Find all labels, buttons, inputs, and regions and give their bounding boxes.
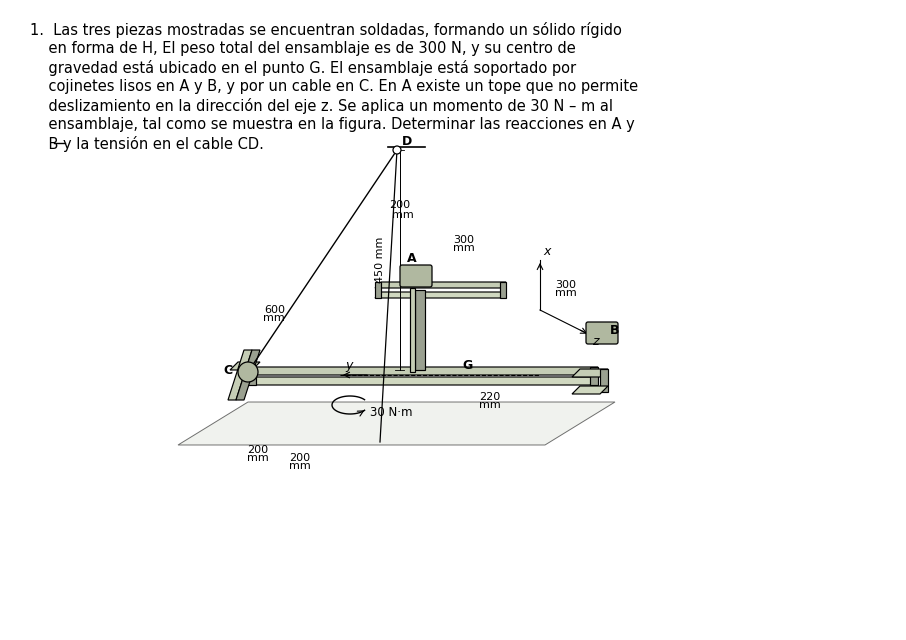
Text: 450 mm: 450 mm — [375, 237, 385, 283]
Text: A: A — [407, 252, 417, 265]
Polygon shape — [248, 367, 256, 385]
Polygon shape — [600, 369, 608, 392]
Text: mm: mm — [555, 288, 577, 298]
Text: en forma de H, El peso total del ensamblaje es de 300 N, y su centro de: en forma de H, El peso total del ensambl… — [30, 41, 575, 56]
Text: mm: mm — [453, 243, 475, 253]
Polygon shape — [375, 292, 506, 298]
Text: 200: 200 — [390, 200, 410, 210]
Polygon shape — [572, 369, 608, 377]
Text: 300: 300 — [453, 235, 474, 245]
Circle shape — [393, 146, 401, 154]
Text: mm: mm — [479, 400, 501, 410]
Polygon shape — [248, 367, 598, 375]
Polygon shape — [228, 350, 252, 400]
Text: mm: mm — [289, 461, 311, 471]
Text: 30 N·m: 30 N·m — [370, 406, 412, 419]
Text: 600: 600 — [264, 305, 285, 315]
Text: D: D — [402, 135, 412, 148]
Text: G: G — [462, 359, 472, 372]
Text: ensamblaje, tal como se muestra en la figura. Determinar las reacciones en A y: ensamblaje, tal como se muestra en la fi… — [30, 117, 635, 132]
Polygon shape — [248, 377, 598, 385]
Polygon shape — [572, 386, 608, 394]
Text: mm: mm — [264, 313, 285, 323]
Text: C: C — [223, 364, 232, 376]
Polygon shape — [415, 290, 425, 370]
Text: 1.  Las tres piezas mostradas se encuentran soldadas, formando un sólido rígido: 1. Las tres piezas mostradas se encuentr… — [30, 22, 622, 38]
Text: 220: 220 — [479, 392, 501, 402]
Text: 200: 200 — [289, 453, 311, 463]
Text: 200: 200 — [247, 445, 268, 455]
FancyBboxPatch shape — [400, 265, 432, 287]
Polygon shape — [500, 282, 506, 298]
Text: x: x — [543, 245, 550, 258]
Polygon shape — [410, 288, 415, 372]
Text: B y la tensión en el cable CD.: B y la tensión en el cable CD. — [30, 136, 264, 152]
Text: B: B — [610, 323, 620, 337]
Polygon shape — [236, 350, 260, 400]
Text: gravedad está ubicado en el punto G. El ensamblaje está soportado por: gravedad está ubicado en el punto G. El … — [30, 60, 576, 76]
Text: y: y — [345, 359, 352, 372]
Text: mm: mm — [247, 453, 269, 463]
Polygon shape — [178, 402, 615, 445]
Text: deslizamiento en la dirección del eje z. Se aplica un momento de 30 N – m al: deslizamiento en la dirección del eje z.… — [30, 98, 613, 114]
Polygon shape — [590, 367, 598, 385]
Polygon shape — [230, 362, 260, 370]
Polygon shape — [375, 282, 381, 298]
Polygon shape — [375, 282, 506, 288]
Text: cojinetes lisos en A y B, y por un cable en C. En A existe un tope que no permit: cojinetes lisos en A y B, y por un cable… — [30, 79, 638, 94]
Text: z: z — [592, 335, 599, 348]
Text: mm: mm — [392, 210, 414, 220]
FancyBboxPatch shape — [586, 322, 618, 344]
Text: 300: 300 — [555, 280, 576, 290]
Circle shape — [238, 362, 258, 382]
